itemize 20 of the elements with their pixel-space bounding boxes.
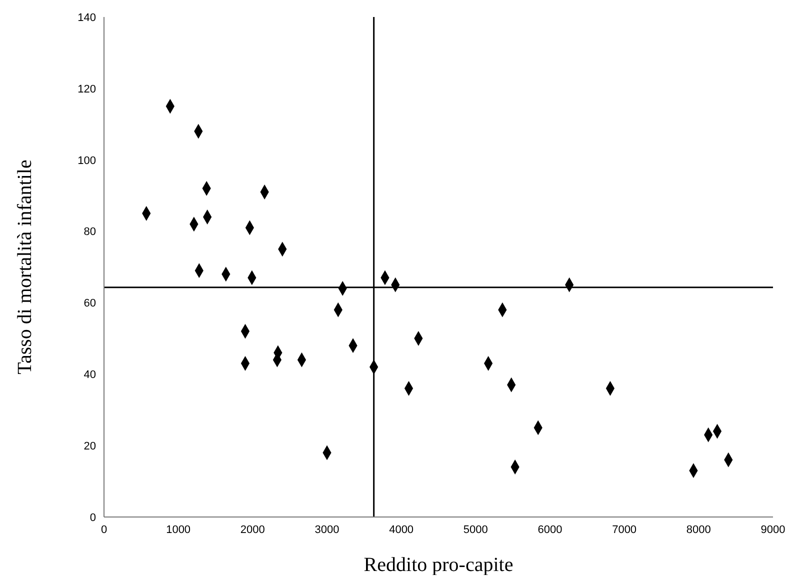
x-axis-title: Reddito pro-capite bbox=[364, 554, 514, 576]
x-tick-label: 7000 bbox=[612, 524, 637, 536]
x-tick-label: 5000 bbox=[463, 524, 488, 536]
x-tick-label: 9000 bbox=[760, 524, 786, 536]
x-tick-label: 8000 bbox=[686, 524, 711, 536]
x-tick-label: 6000 bbox=[538, 524, 562, 536]
y-tick-label: 60 bbox=[84, 298, 96, 310]
y-tick-label: 100 bbox=[78, 154, 96, 167]
y-tick-label: 140 bbox=[78, 12, 96, 24]
y-tick-label: 20 bbox=[84, 440, 96, 452]
x-tick-label: 1000 bbox=[166, 524, 191, 536]
y-tick-label: 0 bbox=[90, 512, 96, 524]
y-tick-label: 80 bbox=[84, 226, 96, 238]
y-tick-label: 120 bbox=[78, 83, 96, 96]
x-tick-label: 3000 bbox=[314, 524, 340, 536]
x-tick-label: 4000 bbox=[389, 524, 414, 536]
y-tick-label: 40 bbox=[84, 369, 96, 382]
x-tick-label: 0 bbox=[100, 524, 108, 536]
y-axis-title: Tasso di mortalità infantile bbox=[14, 160, 36, 374]
x-tick-label: 2000 bbox=[240, 524, 265, 536]
